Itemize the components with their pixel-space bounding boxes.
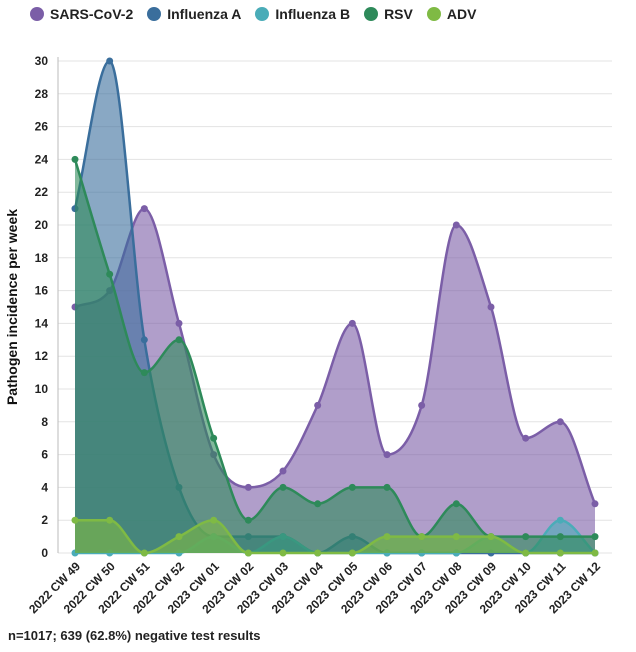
legend-item-sars-cov-2[interactable]: SARS-CoV-2 (30, 6, 133, 22)
y-tick-label-12: 12 (35, 349, 49, 363)
legend-swatch-sars-cov-2 (30, 7, 44, 21)
point-rsv-2 (140, 369, 148, 377)
legend-item-rsv[interactable]: RSV (364, 6, 413, 22)
point-rsv-14 (556, 533, 564, 541)
point-adv-2 (140, 549, 148, 557)
legend-label-rsv: RSV (384, 6, 413, 22)
point-sars-cov-2-10 (418, 401, 426, 409)
point-rsv-5 (244, 516, 252, 524)
point-rsv-9 (383, 483, 391, 491)
area-rsv (75, 159, 595, 553)
y-tick-label-14: 14 (35, 316, 49, 330)
y-tick-label-20: 20 (35, 218, 49, 232)
point-rsv-7 (314, 500, 322, 508)
legend-label-influenza-a: Influenza A (167, 6, 242, 22)
point-rsv-1 (106, 270, 114, 278)
point-sars-cov-2-7 (314, 401, 322, 409)
footnote: n=1017; 639 (62.8%) negative test result… (8, 628, 261, 643)
point-adv-4 (210, 516, 218, 524)
legend-label-sars-cov-2: SARS-CoV-2 (50, 6, 134, 22)
point-adv-9 (383, 533, 391, 541)
point-rsv-3 (175, 336, 183, 344)
point-rsv-8 (348, 483, 356, 491)
point-sars-cov-2-8 (348, 319, 356, 327)
point-adv-1 (106, 516, 114, 524)
point-sars-cov-2-9 (383, 451, 391, 459)
point-adv-0 (71, 516, 79, 524)
point-sars-cov-2-15 (591, 500, 599, 508)
y-tick-label-4: 4 (41, 480, 48, 494)
point-sars-cov-2-13 (522, 434, 530, 442)
y-tick-label-30: 30 (35, 54, 49, 68)
point-sars-cov-2-3 (175, 319, 183, 327)
point-sars-cov-2-12 (487, 303, 495, 311)
y-tick-label-18: 18 (35, 251, 49, 265)
point-influenza-b-14 (556, 516, 564, 524)
point-rsv-11 (452, 500, 460, 508)
point-sars-cov-2-5 (244, 483, 252, 491)
legend-label-influenza-b: Influenza B (275, 6, 351, 22)
point-rsv-15 (591, 533, 599, 541)
point-adv-3 (175, 533, 183, 541)
legend-swatch-rsv (364, 7, 379, 21)
legend-label-adv: ADV (446, 6, 477, 22)
y-tick-label-6: 6 (41, 448, 48, 462)
point-rsv-4 (210, 434, 218, 442)
legend-item-influenza-b[interactable]: Influenza B (255, 6, 350, 22)
point-influenza-a-1 (106, 57, 114, 65)
legend-item-adv[interactable]: ADV (426, 6, 477, 22)
legend: SARS-CoV-2 Influenza A Influenza B RSV ADV (30, 6, 476, 22)
point-sars-cov-2-2 (140, 205, 148, 213)
point-rsv-13 (522, 533, 530, 541)
y-tick-label-8: 8 (41, 415, 48, 429)
point-adv-10 (418, 533, 426, 541)
point-sars-cov-2-14 (556, 418, 564, 426)
y-tick-label-28: 28 (35, 87, 49, 101)
y-tick-label-26: 26 (35, 120, 49, 134)
y-tick-label-22: 22 (35, 185, 49, 199)
y-tick-label-10: 10 (35, 382, 49, 396)
point-influenza-a-2 (140, 336, 148, 344)
y-tick-label-16: 16 (35, 284, 49, 298)
y-tick-label-2: 2 (41, 513, 48, 527)
point-adv-5 (244, 549, 252, 557)
point-adv-12 (487, 533, 495, 541)
point-adv-8 (348, 549, 356, 557)
point-adv-6 (279, 549, 287, 557)
point-adv-13 (522, 549, 530, 557)
area-adv (75, 520, 595, 553)
legend-item-influenza-a[interactable]: Influenza A (147, 6, 241, 22)
point-sars-cov-2-11 (452, 221, 460, 229)
point-adv-14 (556, 549, 564, 557)
point-rsv-6 (279, 483, 287, 491)
y-tick-label-0: 0 (41, 546, 48, 560)
point-sars-cov-2-6 (279, 467, 287, 475)
legend-swatch-influenza-a (147, 7, 162, 21)
point-adv-7 (314, 549, 322, 557)
y-axis-title: Pathogen incidence per week (4, 209, 20, 405)
point-adv-15 (591, 549, 599, 557)
legend-swatch-adv (426, 7, 441, 21)
legend-swatch-influenza-b (255, 7, 270, 21)
line-adv (74, 518, 595, 555)
y-tick-label-24: 24 (35, 152, 49, 166)
point-adv-11 (452, 533, 460, 541)
point-rsv-0 (71, 155, 79, 163)
